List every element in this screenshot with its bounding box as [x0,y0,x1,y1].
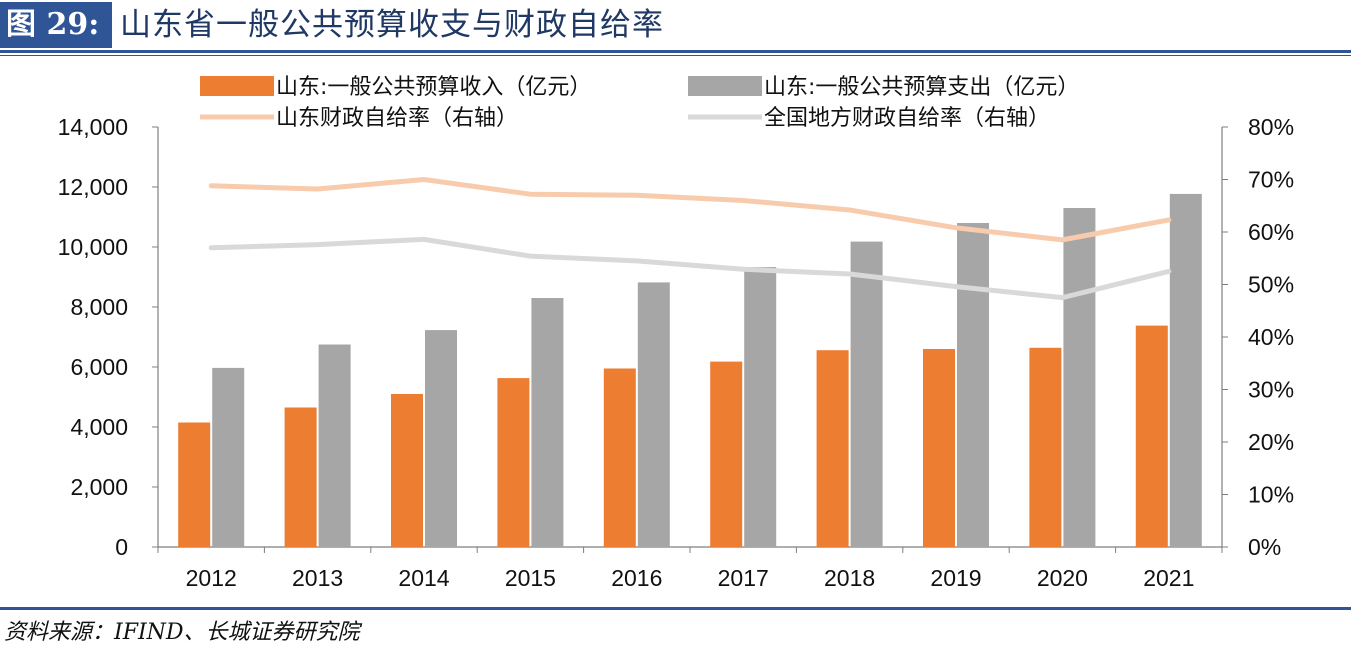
bar-expenditure [318,344,351,547]
legend-label: 山东:一般公共预算收入（亿元） [276,75,591,100]
legend-swatch [200,76,274,96]
x-axis-tick-label: 2020 [1037,565,1088,591]
right-axis-tick-label: 70% [1248,167,1294,193]
legend-label: 全国地方财政自给率（右轴） [764,106,1050,131]
source-note: 资料来源：IFIND、长城证券研究院 [4,620,360,645]
right-axis-tick-label: 20% [1248,429,1294,455]
bar-expenditure [1169,193,1202,547]
x-axis-tick-label: 2013 [292,565,343,591]
x-axis-tick-label: 2012 [186,565,237,591]
x-axis-tick-label: 2019 [930,565,981,591]
legend-swatch [688,76,762,96]
bar-revenue [497,378,530,547]
right-axis-tick-label: 80% [1248,114,1294,140]
legend-label: 山东:一般公共预算支出（亿元） [764,75,1079,100]
bar-revenue [284,407,317,547]
left-axis-tick-label: 12,000 [58,174,128,200]
bar-expenditure [637,282,670,547]
top-rule-thin [0,55,1351,56]
left-axis-tick-label: 4,000 [70,414,128,440]
bar-revenue [178,422,211,547]
right-axis-tick-label: 30% [1248,377,1294,403]
figure-label: 图 29: [0,2,112,48]
left-axis-tick-label: 2,000 [70,474,128,500]
right-axis-tick-label: 60% [1248,219,1294,245]
left-axis-tick-label: 0 [115,534,128,560]
left-axis-tick-label: 8,000 [70,294,128,320]
bar-revenue [391,394,423,547]
left-axis-tick-label: 14,000 [58,114,128,140]
right-axis-tick-label: 0% [1248,534,1281,560]
left-axis-tick-label: 10,000 [58,234,128,260]
x-axis-tick-label: 2017 [718,565,769,591]
bottom-rule [0,607,1351,610]
x-axis-tick-label: 2018 [824,565,875,591]
bar-revenue [816,350,849,547]
x-axis-tick-label: 2014 [398,565,449,591]
right-axis-tick-label: 10% [1248,482,1294,508]
line-national-self-sufficiency [208,236,1172,301]
x-axis-tick-label: 2021 [1143,565,1194,591]
legend-label: 山东财政自给率（右轴） [276,106,518,131]
bar-expenditure [425,330,457,547]
bar-revenue [923,349,955,547]
bar-expenditure [1063,208,1096,547]
chart-bars [178,193,1202,547]
bar-revenue [1135,325,1168,547]
chart-lines [208,177,1172,301]
bar-expenditure [957,223,989,547]
x-axis-tick-label: 2016 [611,565,662,591]
bar-expenditure [850,241,883,547]
chart-legend: 山东:一般公共预算收入（亿元） 山东:一般公共预算支出（亿元） 山东财政自给率（右轴… [200,75,1079,131]
right-axis-tick-label: 40% [1248,324,1294,350]
bar-expenditure [531,298,564,547]
bar-expenditure [744,267,777,547]
bar-revenue [1029,347,1062,547]
bar-expenditure [212,367,245,547]
bar-revenue [710,361,743,547]
top-rule [0,50,1351,53]
x-axis-tick-label: 2015 [505,565,556,591]
right-axis-tick-label: 50% [1248,272,1294,298]
left-axis-tick-label: 6,000 [70,354,128,380]
figure-title: 山东省一般公共预算收支与财政自给率 [120,7,664,43]
line-shandong-self-sufficiency [208,177,1172,243]
bar-revenue [603,368,636,547]
